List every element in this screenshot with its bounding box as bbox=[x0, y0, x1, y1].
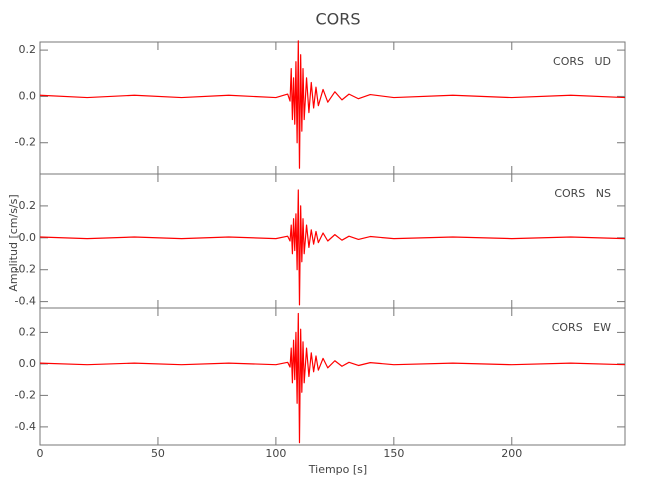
panel-annotation: CORS EW bbox=[552, 321, 611, 334]
panel-annotation: CORS NS bbox=[554, 187, 611, 200]
y-axis-label: Amplitud [cm/s/s] bbox=[7, 194, 20, 291]
y-tick-label: -0.4 bbox=[15, 420, 36, 433]
x-tick-label: 50 bbox=[151, 447, 165, 460]
x-axis-label: Tiempo [s] bbox=[308, 463, 367, 476]
y-tick-label: -0.2 bbox=[15, 136, 36, 149]
x-tick-label: 100 bbox=[265, 447, 286, 460]
x-tick-label: 0 bbox=[37, 447, 44, 460]
y-tick-label: 0.2 bbox=[19, 43, 37, 56]
x-tick-label: 200 bbox=[501, 447, 522, 460]
y-tick-label: 0.2 bbox=[19, 199, 37, 212]
panel-frame bbox=[39, 307, 626, 446]
y-tick-label: 0.0 bbox=[19, 231, 37, 244]
y-tick-label: -0.2 bbox=[15, 263, 36, 276]
trace bbox=[39, 189, 626, 306]
panel-frame bbox=[39, 41, 626, 175]
y-tick-label: -0.2 bbox=[15, 388, 36, 401]
y-tick-label: -0.4 bbox=[15, 295, 36, 308]
trace bbox=[39, 312, 626, 444]
panel-frame bbox=[39, 173, 626, 309]
chart-title: CORS bbox=[315, 10, 360, 29]
y-tick-label: 0.2 bbox=[19, 325, 37, 338]
x-tick-label: 150 bbox=[383, 447, 404, 460]
trace bbox=[39, 40, 626, 169]
y-tick-label: 0.0 bbox=[19, 89, 37, 102]
y-tick-label: 0.0 bbox=[19, 357, 37, 370]
panel-annotation: CORS UD bbox=[553, 55, 611, 68]
